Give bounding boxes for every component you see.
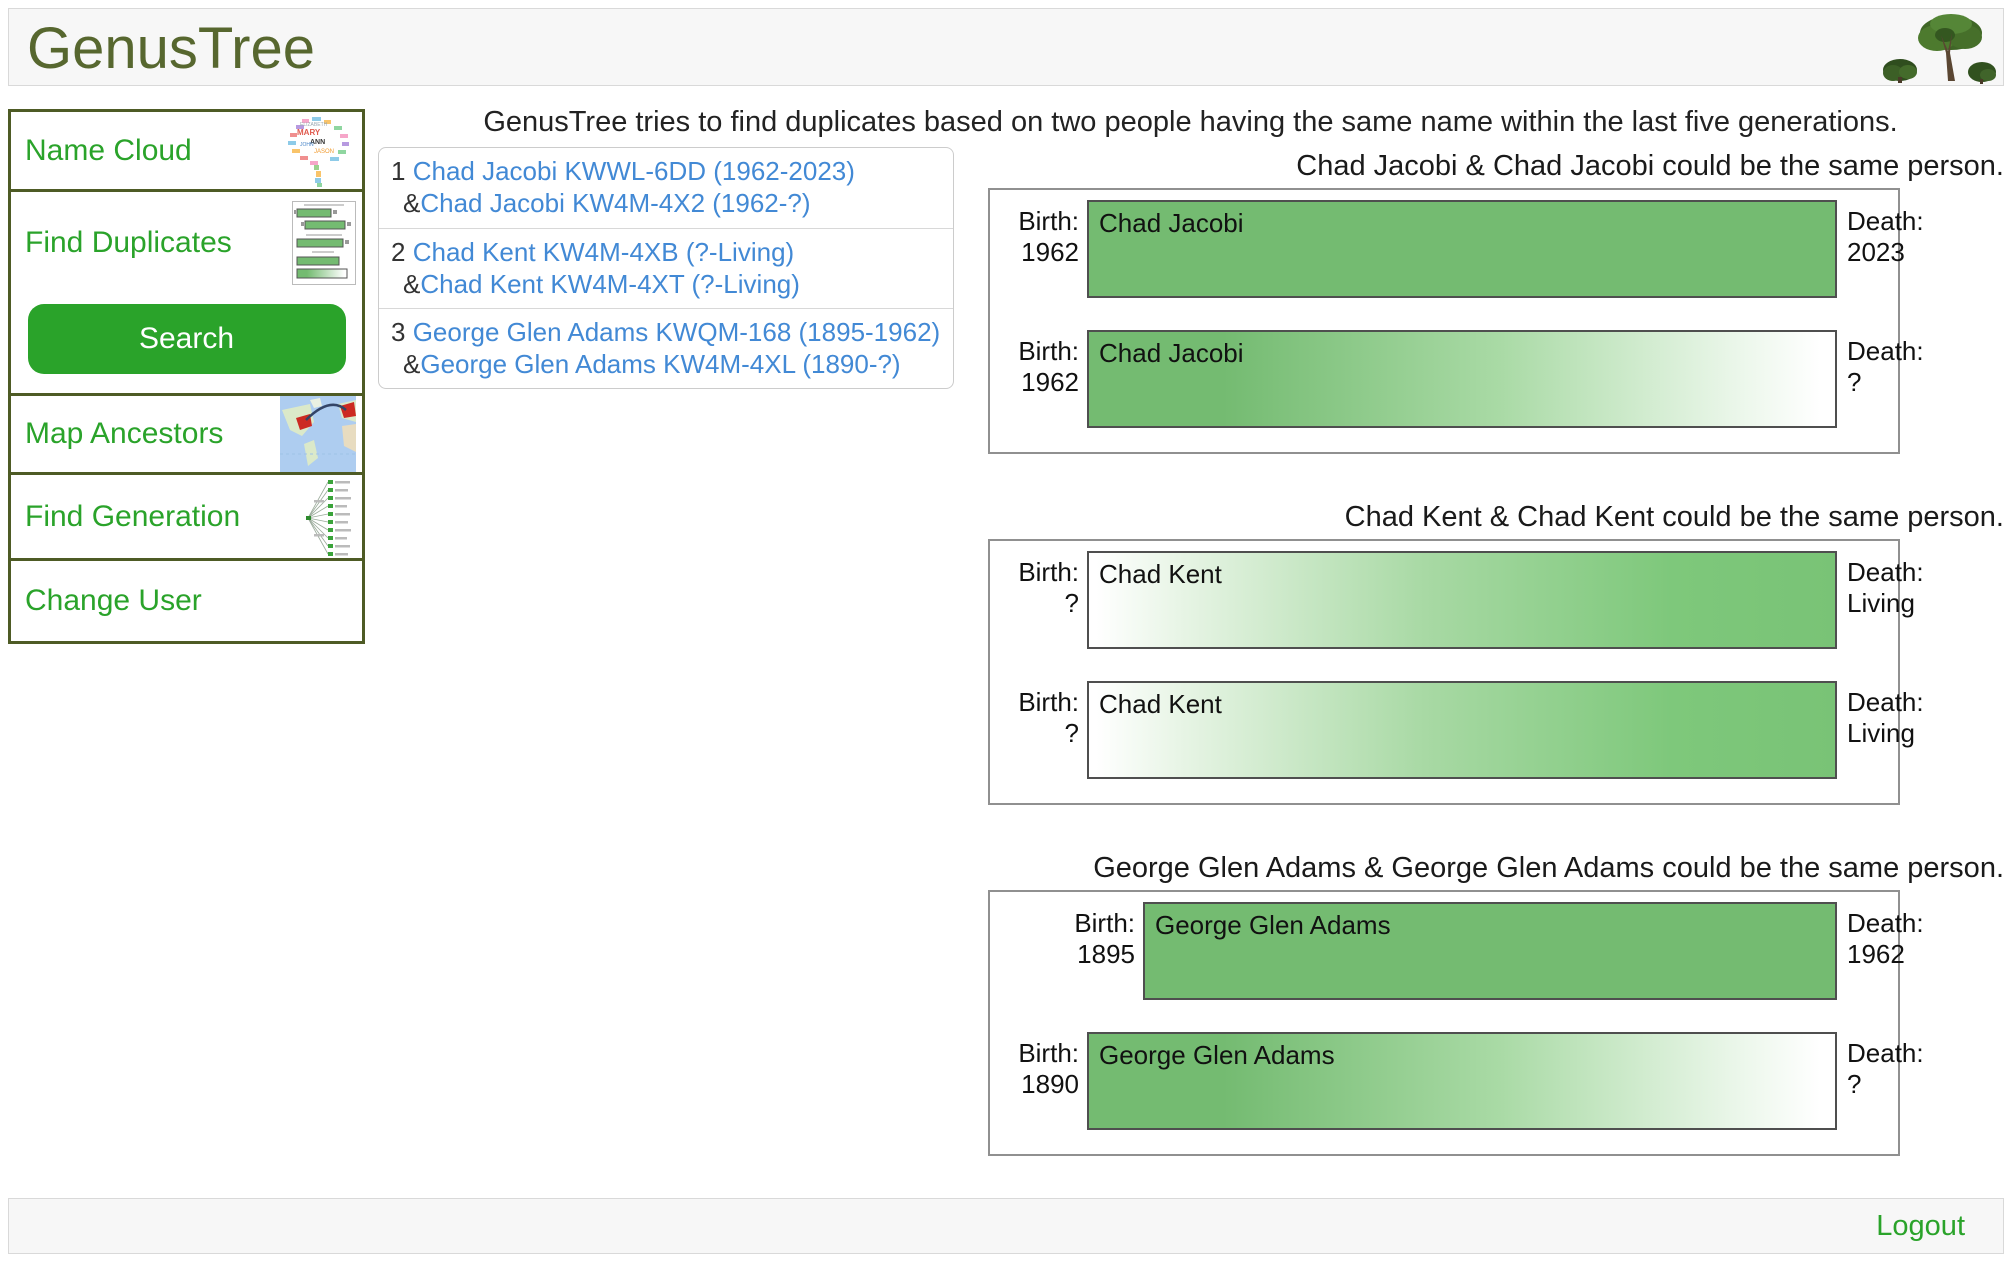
- app-title: GenusTree: [27, 16, 315, 81]
- find-duplicates-thumbnail-icon: [292, 201, 356, 285]
- ampersand: &: [403, 349, 421, 379]
- footer: Logout: [8, 1198, 2004, 1254]
- person-link[interactable]: Chad Jacobi KW4M-4X2 (1962-?): [420, 188, 811, 218]
- death-label: Death:?: [1847, 1038, 1924, 1099]
- death-label: Death: 1962: [1847, 908, 1924, 969]
- person-link[interactable]: Chad Kent KW4M-4XB (?-Living): [412, 237, 795, 267]
- birth-label: Birth: 1895: [1074, 908, 1135, 969]
- svg-text:ELIZABETH: ELIZABETH: [300, 122, 328, 128]
- comparison-heading: Chad Kent & Chad Kent could be the same …: [1344, 501, 2004, 533]
- death-label: Death: Living: [1847, 557, 1924, 618]
- duplicates-list: 1 Chad Jacobi KWWL-6DD (1962-2023) &Chad…: [378, 147, 954, 389]
- sidebar-item-label: Map Ancestors: [25, 417, 224, 450]
- comparison-heading: Chad Jacobi & Chad Jacobi could be the s…: [1296, 150, 2004, 182]
- sidebar-item-change-user[interactable]: Change User: [8, 558, 365, 644]
- birth-label: Birth:?: [1018, 557, 1079, 618]
- person-name: Chad Kent: [1099, 559, 1222, 589]
- tree-logo-icon: [1883, 14, 1996, 84]
- person-name: Chad Jacobi: [1099, 338, 1244, 368]
- birth-label: Birth: 1962: [1018, 206, 1079, 267]
- duplicate-pair-row: 3 George Glen Adams KWQM-168 (1895-1962)…: [379, 308, 953, 388]
- map-ancestors-thumbnail-icon: [280, 396, 356, 472]
- comparison-panel: Birth:? Chad Kent Death: Living Birth:? C…: [988, 539, 1924, 805]
- death-label: Death: 2023: [1847, 206, 1924, 267]
- birth-label: Birth: 1962: [1018, 336, 1079, 397]
- comparison-panel: Birth: 1895 George Glen Adams Death: 1962 …: [988, 890, 1924, 1156]
- person-name: George Glen Adams: [1099, 1040, 1335, 1070]
- sidebar-item-label: Find Generation: [25, 499, 241, 533]
- death-label: Death: Living: [1847, 687, 1924, 748]
- intro-text: GenusTree tries to find duplicates based…: [483, 106, 1898, 138]
- birth-label: Birth: 1890: [1018, 1038, 1079, 1099]
- find-generation-thumbnail-icon: [302, 475, 356, 558]
- svg-text:JOHN: JOHN: [300, 142, 314, 148]
- name-cloud-thumbnail-icon: ELIZABETH MARY ANN JASON JOHN: [280, 112, 356, 189]
- sidebar-item-label: Find Duplicates: [25, 226, 232, 259]
- sidebar-item-label: Name Cloud: [25, 133, 192, 167]
- svg-text:JASON: JASON: [314, 149, 334, 155]
- ampersand: &: [403, 188, 421, 218]
- header: GenusTree: [8, 8, 2004, 86]
- svg-text:MARY: MARY: [297, 128, 321, 137]
- sidebar-item-find-generation[interactable]: Find Generation: [8, 472, 365, 561]
- sidebar-item-find-duplicates[interactable]: Find Duplicates: [8, 189, 365, 396]
- death-label: Death:?: [1847, 336, 1924, 397]
- sidebar: Name Cloud ELIZABETH MARY ANN JASON JOHN: [8, 109, 365, 644]
- duplicate-pair-row: 1 Chad Jacobi KWWL-6DD (1962-2023) &Chad…: [379, 148, 953, 228]
- person-name: Chad Kent: [1099, 689, 1222, 719]
- person-name: Chad Jacobi: [1099, 208, 1244, 238]
- sidebar-item-map-ancestors[interactable]: Map Ancestors: [8, 393, 365, 475]
- lifespan-bar: George Glen Adams: [1143, 902, 1837, 1000]
- lifespan-bar: Chad Kent: [1087, 681, 1837, 779]
- pair-index: 3: [391, 317, 406, 347]
- lifespan-bar: Chad Kent: [1087, 551, 1837, 649]
- birth-label: Birth:?: [1018, 687, 1079, 748]
- ampersand: &: [403, 269, 421, 299]
- lifespan-bar: Chad Jacobi: [1087, 200, 1837, 298]
- person-link[interactable]: Chad Kent KW4M-4XT (?-Living): [420, 269, 800, 299]
- logout-link[interactable]: Logout: [1876, 1210, 1965, 1242]
- person-link[interactable]: George Glen Adams KW4M-4XL (1890-?): [420, 349, 901, 379]
- svg-text:ANN: ANN: [310, 139, 325, 146]
- comparison-heading: George Glen Adams & George Glen Adams co…: [1093, 852, 2004, 884]
- sidebar-item-name-cloud[interactable]: Name Cloud ELIZABETH MARY ANN JASON JOHN: [8, 109, 365, 192]
- person-link[interactable]: George Glen Adams KWQM-168 (1895-1962): [412, 317, 941, 347]
- pair-index: 2: [391, 237, 406, 267]
- sidebar-item-label: Change User: [25, 584, 202, 617]
- person-name: George Glen Adams: [1155, 910, 1391, 940]
- duplicate-pair-row: 2 Chad Kent KW4M-4XB (?-Living) &Chad Ke…: [379, 228, 953, 308]
- person-link[interactable]: Chad Jacobi KWWL-6DD (1962-2023): [412, 156, 855, 186]
- search-button[interactable]: Search: [27, 304, 346, 374]
- find-duplicates-row: Find Duplicates: [11, 192, 362, 288]
- lifespan-bar: Chad Jacobi: [1087, 330, 1837, 428]
- pair-index: 1: [391, 156, 406, 186]
- comparison-panel: Birth: 1962 Chad Jacobi Death: 2023 Birth:…: [988, 188, 1924, 454]
- lifespan-bar: George Glen Adams: [1087, 1032, 1837, 1130]
